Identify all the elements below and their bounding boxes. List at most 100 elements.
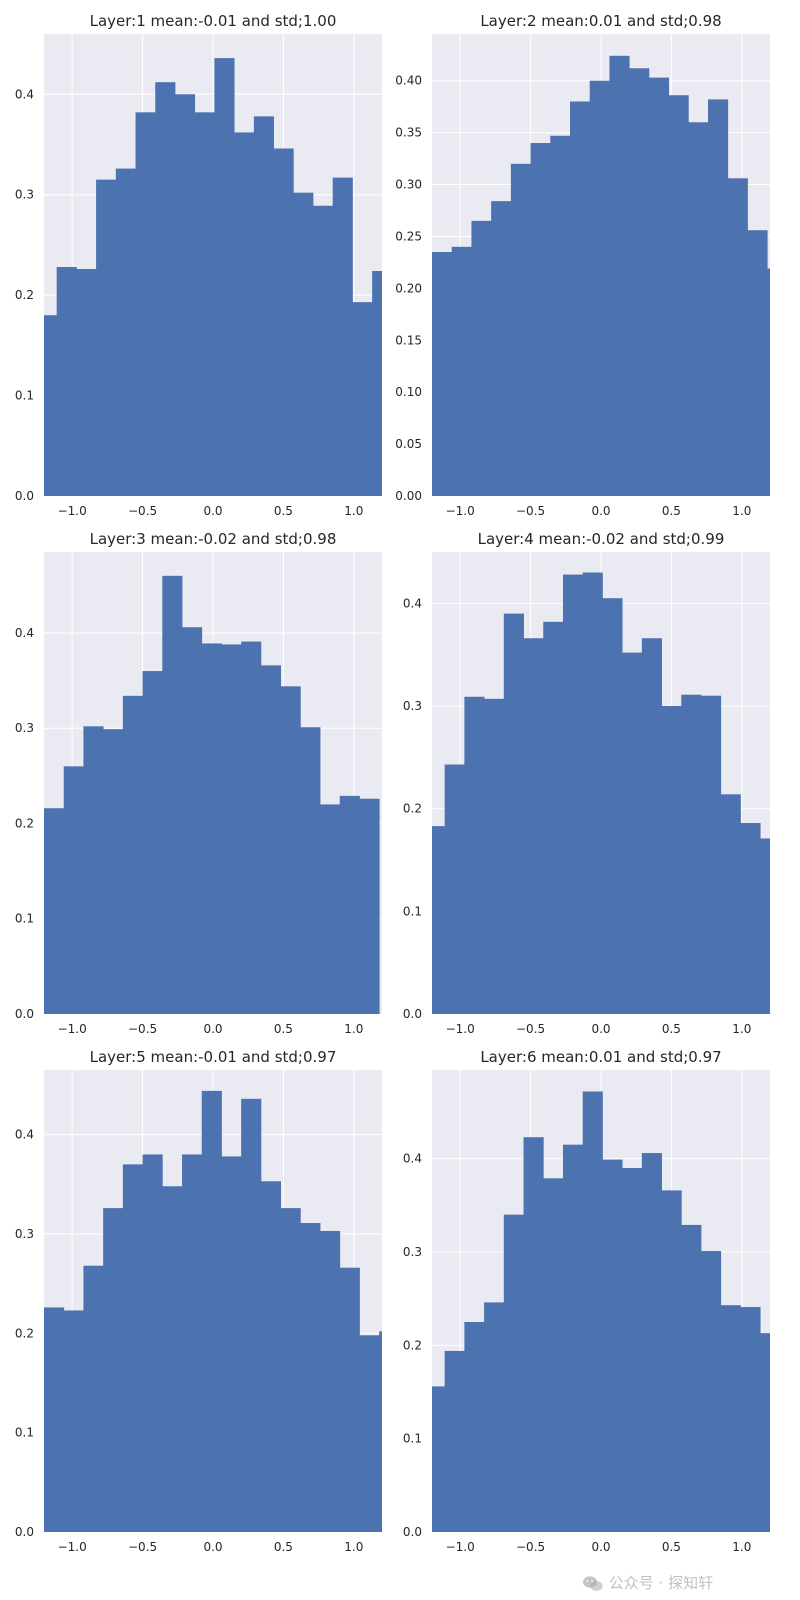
- histogram-bar: [451, 246, 472, 496]
- x-tick-label: −0.5: [128, 504, 157, 518]
- x-tick-label: −1.0: [446, 1022, 475, 1036]
- y-tick-label: 0.2: [15, 816, 34, 830]
- histogram-bar: [320, 804, 341, 1014]
- x-tick-label: 0.0: [591, 1022, 610, 1036]
- y-tick-label: 0.30: [395, 178, 422, 192]
- chart-title: Layer:5 mean:-0.01 and std;0.97: [90, 1048, 337, 1066]
- histogram-bar: [589, 80, 610, 496]
- x-tick-label: −0.5: [516, 1022, 545, 1036]
- histogram-bar: [570, 101, 591, 496]
- y-tick-label: 0.0: [15, 1525, 34, 1539]
- watermark: 公众号 · 探知轩: [582, 1572, 713, 1593]
- histogram-bar: [234, 132, 255, 496]
- y-tick-label: 0.0: [403, 1007, 422, 1021]
- chart-title: Layer:3 mean:-0.02 and std;0.98: [90, 530, 337, 548]
- histogram-bar: [708, 99, 729, 496]
- histogram-bar: [464, 1322, 485, 1532]
- bars: [44, 575, 380, 1014]
- histogram-bar: [44, 1307, 65, 1532]
- y-tick-label: 0.3: [403, 699, 422, 713]
- histogram-bar: [484, 698, 505, 1014]
- chart-title: Layer:6 mean:0.01 and std;0.97: [480, 1048, 721, 1066]
- histogram-bar: [609, 55, 630, 496]
- x-tick-label: 1.0: [344, 1540, 363, 1554]
- x-tick-label: 0.5: [274, 1022, 293, 1036]
- x-tick-label: 1.0: [732, 1022, 751, 1036]
- y-tick-label: 0.0: [15, 1007, 34, 1021]
- histogram-bar: [300, 727, 321, 1014]
- histogram-panel-3: Layer:3 mean:-0.02 and std;0.98 −1.0 −0.5 0…: [15, 530, 382, 1036]
- histogram-bar: [372, 271, 382, 496]
- x-tick-label: −0.5: [128, 1540, 157, 1554]
- histogram-panel-4: Layer:4 mean:-0.02 and std;0.99 −1.0 −0.5 0…: [403, 530, 770, 1036]
- histogram-bar: [142, 1154, 163, 1532]
- x-tick-label: −1.0: [58, 1022, 87, 1036]
- histogram-bar: [787, 287, 800, 496]
- histogram-bar: [562, 574, 584, 1014]
- x-tick-label: 0.5: [274, 1540, 293, 1554]
- histogram-bar: [550, 135, 571, 496]
- histogram-bar: [221, 1156, 242, 1532]
- histogram-bar: [83, 1265, 104, 1532]
- histogram-bar: [320, 1230, 341, 1532]
- y-tick-label: 0.3: [15, 188, 34, 202]
- histogram-bar: [273, 148, 294, 496]
- x-tick-label: 0.5: [662, 1022, 681, 1036]
- chart-title: Layer:1 mean:-0.01 and std;1.00: [90, 12, 337, 30]
- histogram-bar: [122, 695, 143, 1014]
- y-tick-label: 0.05: [395, 437, 422, 451]
- histogram-bar: [332, 177, 353, 496]
- histogram-bar: [720, 794, 741, 1014]
- histogram-bar: [379, 1331, 382, 1532]
- histogram-bar: [83, 726, 104, 1014]
- histogram-bar: [174, 94, 196, 496]
- y-tick-label: 0.35: [395, 126, 422, 140]
- bars: [432, 572, 770, 1014]
- histogram-bar: [103, 729, 124, 1014]
- histogram-bar: [155, 82, 176, 496]
- histogram-bar: [641, 1153, 662, 1532]
- y-tick-label: 0.1: [15, 1426, 34, 1440]
- histogram-bar: [260, 1181, 281, 1532]
- y-tick-label: 0.4: [403, 596, 422, 610]
- histogram-bar: [622, 1168, 643, 1532]
- histogram-bar: [293, 192, 314, 496]
- histogram-bar: [241, 641, 262, 1014]
- y-tick-label: 0.25: [395, 229, 422, 243]
- histogram-bar: [661, 706, 682, 1014]
- histogram-bar: [700, 695, 722, 1014]
- histogram-panel-1: Layer:1 mean:-0.01 and std;1.00 −1.0 −0.5 0…: [15, 12, 382, 518]
- histogram-bar: [760, 838, 770, 1014]
- histogram-bar: [201, 643, 222, 1014]
- histogram-bar: [562, 1144, 584, 1532]
- histogram-bar: [464, 696, 485, 1014]
- histogram-bar: [444, 1350, 465, 1532]
- x-tick-label: 1.0: [344, 504, 363, 518]
- histogram-bar: [63, 1310, 84, 1532]
- y-tick-label: 0.2: [403, 802, 422, 816]
- histogram-panel-5: Layer:5 mean:-0.01 and std;0.97 −1.0 −0.5 0…: [15, 1048, 382, 1554]
- histogram-bar: [182, 627, 203, 1014]
- x-tick-label: −1.0: [58, 504, 87, 518]
- histogram-bar: [44, 315, 58, 496]
- histogram-bar: [76, 269, 97, 496]
- histogram-bar: [740, 1307, 761, 1532]
- histogram-bar: [582, 572, 603, 1014]
- watermark-text: 公众号 · 探知轩: [608, 1574, 714, 1592]
- histogram-bar: [503, 613, 524, 1014]
- y-tick-label: 0.4: [15, 1128, 34, 1142]
- y-tick-label: 0.1: [403, 904, 422, 918]
- y-tick-label: 0.4: [403, 1152, 422, 1166]
- y-tick-label: 0.00: [395, 489, 422, 503]
- histogram-bar: [530, 143, 551, 496]
- y-tick-label: 0.2: [403, 1338, 422, 1352]
- histogram-bar: [760, 1333, 770, 1532]
- x-tick-label: −0.5: [516, 504, 545, 518]
- histogram-bar: [720, 1305, 741, 1532]
- histogram-bar: [56, 267, 77, 496]
- histogram-bar: [115, 168, 136, 496]
- x-tick-label: 0.0: [203, 1540, 222, 1554]
- x-tick-label: 0.0: [591, 1540, 610, 1554]
- y-tick-label: 0.1: [403, 1432, 422, 1446]
- histogram-bar: [214, 58, 235, 496]
